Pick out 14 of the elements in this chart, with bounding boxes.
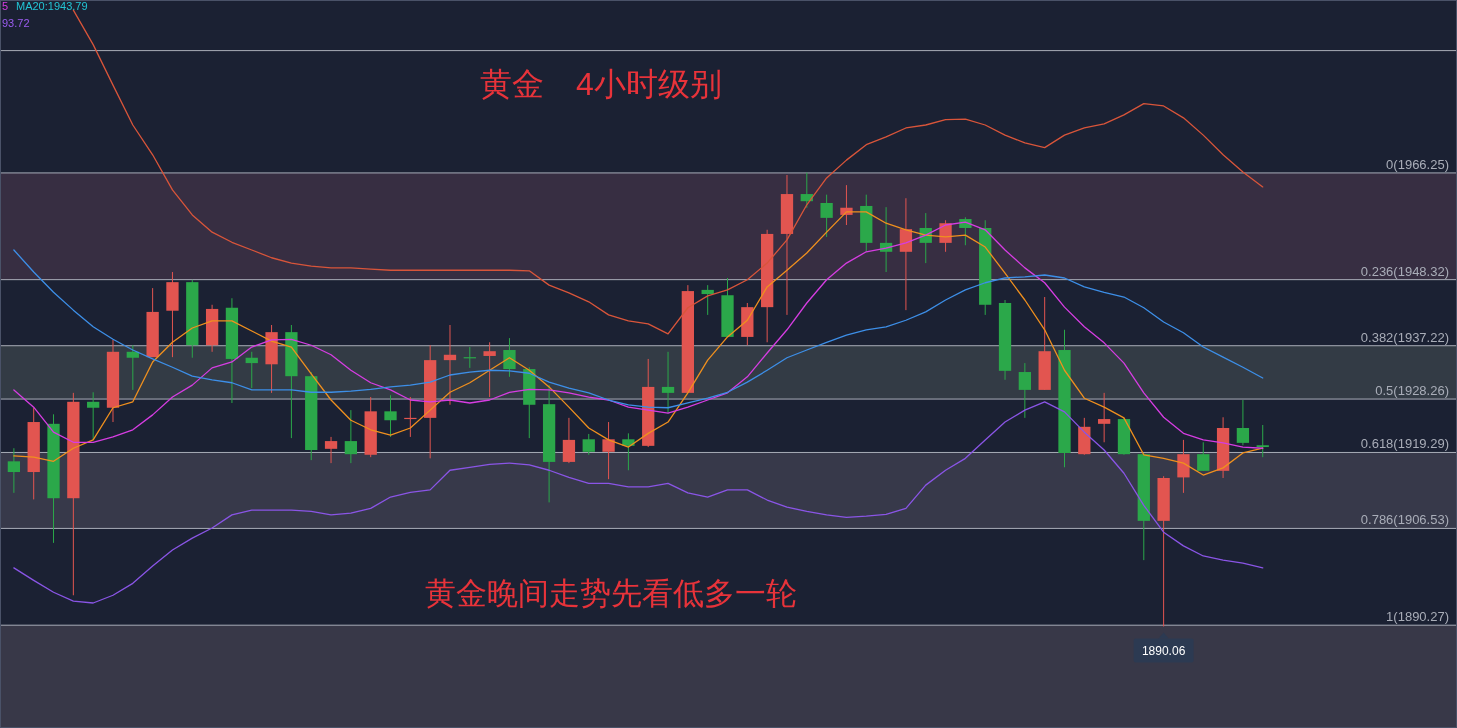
title: 黄金 4小时级别 bbox=[480, 66, 722, 102]
ref-line-label: 0(1966.25) bbox=[1386, 156, 1449, 172]
ref-line-label: 0.5(1928.26) bbox=[1375, 383, 1449, 399]
ref-line-label: 1(1890.27) bbox=[1386, 609, 1449, 625]
annotation: 1890.06 bbox=[1141, 644, 1186, 659]
ref-line-label: 0.236(1948.32) bbox=[1360, 263, 1449, 279]
ref-line-label: 0.382(1937.22) bbox=[1360, 329, 1449, 345]
ref-line-label: 0.618(1919.29) bbox=[1360, 436, 1449, 452]
annotation: 5 bbox=[2, 0, 9, 12]
annotation: MA20:1943.79 bbox=[16, 0, 88, 12]
annotation: 1890.06 bbox=[1133, 632, 1194, 663]
annotation: 黄金晚间走势先看低多一轮 bbox=[425, 576, 797, 611]
annotation: 93.72 bbox=[2, 17, 30, 29]
ref-line-label: 0.786(1906.53) bbox=[1360, 512, 1449, 528]
